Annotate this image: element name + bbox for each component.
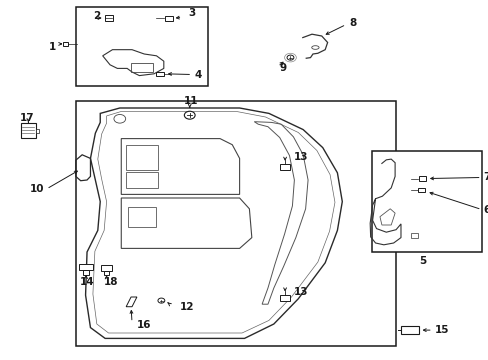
Bar: [410, 233, 417, 238]
Bar: [83, 270, 89, 275]
Circle shape: [184, 111, 195, 119]
Text: 6: 6: [482, 204, 488, 215]
Bar: [417, 188, 425, 192]
Bar: [105, 15, 113, 21]
Text: 10: 10: [29, 184, 44, 194]
Bar: [128, 207, 156, 227]
Text: 17: 17: [20, 113, 34, 123]
Bar: [79, 264, 93, 270]
Bar: [20, 123, 36, 138]
Bar: [76, 7, 207, 86]
Text: 18: 18: [104, 277, 119, 287]
Bar: [76, 101, 395, 346]
Bar: [101, 265, 112, 271]
Text: 13: 13: [293, 287, 307, 297]
Text: 11: 11: [183, 96, 198, 106]
Bar: [164, 16, 172, 21]
Text: 7: 7: [482, 172, 488, 183]
Bar: [280, 164, 289, 170]
Circle shape: [158, 298, 164, 303]
Bar: [36, 129, 39, 133]
Text: 4: 4: [194, 69, 202, 80]
Circle shape: [114, 114, 125, 123]
Bar: [280, 295, 289, 301]
Bar: [126, 145, 158, 170]
Text: 3: 3: [188, 8, 195, 18]
Bar: [126, 172, 158, 188]
Polygon shape: [126, 297, 137, 307]
Bar: [62, 42, 68, 46]
Text: 16: 16: [137, 320, 151, 330]
Text: 15: 15: [434, 325, 449, 336]
Text: 9: 9: [279, 63, 286, 73]
Bar: [156, 72, 164, 76]
Bar: [371, 151, 481, 252]
Text: 1: 1: [49, 42, 56, 52]
Bar: [418, 176, 425, 181]
Circle shape: [286, 55, 293, 60]
Text: 5: 5: [419, 256, 426, 266]
Ellipse shape: [311, 46, 319, 49]
Text: 13: 13: [293, 152, 307, 162]
Text: 8: 8: [349, 18, 356, 28]
Text: 2: 2: [93, 11, 100, 21]
Text: 14: 14: [80, 277, 94, 287]
Bar: [104, 271, 109, 275]
Bar: [131, 63, 153, 72]
Bar: [400, 326, 418, 334]
Text: 12: 12: [180, 302, 194, 312]
